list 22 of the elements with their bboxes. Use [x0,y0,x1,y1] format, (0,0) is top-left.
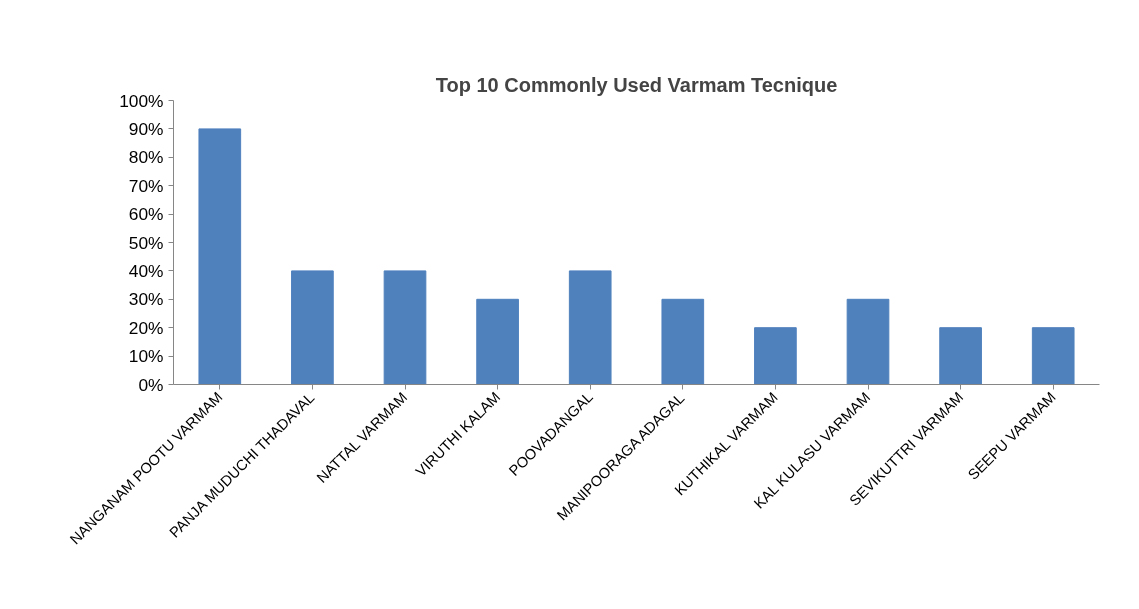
y-tick-label: 20% [128,317,164,338]
bar [1031,327,1075,385]
y-tick-label: 10% [128,346,164,367]
y-tick-label: 70% [128,175,164,196]
bar [383,270,427,385]
y-tick-label: 80% [128,147,164,168]
bar [661,298,705,385]
y-tick-label: 40% [128,260,164,281]
y-tick-label: 0% [138,374,164,395]
bar [939,327,982,385]
chart-title: Top 10 Commonly Used Varmam Tecnique [435,73,838,96]
y-tick-label: 50% [128,232,164,253]
bar [476,298,519,385]
bar [846,298,890,385]
bar [198,128,242,385]
y-tick-label: 60% [128,204,164,225]
bar [291,270,334,385]
y-tick-label: 100% [119,90,164,111]
bar [568,270,612,385]
y-tick-label: 90% [128,118,164,139]
bar [754,327,797,385]
y-tick-label: 30% [128,289,164,310]
